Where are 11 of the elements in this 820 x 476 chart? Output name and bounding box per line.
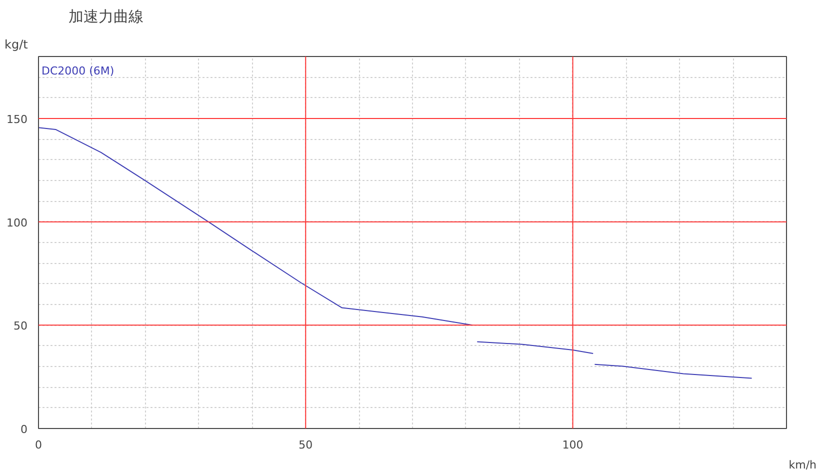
y-tick-label: 50	[14, 320, 28, 333]
chart-title: 加速力曲線	[68, 8, 144, 26]
x-axis-title: km/h	[788, 458, 817, 472]
x-tick-label: 0	[35, 438, 42, 452]
x-tick-label: 100	[562, 438, 584, 452]
text: DC2000 (6M)	[42, 64, 114, 78]
x-tick-label: 50	[298, 438, 313, 452]
y-tick-label: 150	[6, 113, 28, 126]
y-tick-label: 100	[6, 216, 28, 230]
y-tick-label: 0	[20, 423, 28, 436]
y-axis-title: kg/t	[4, 38, 28, 52]
